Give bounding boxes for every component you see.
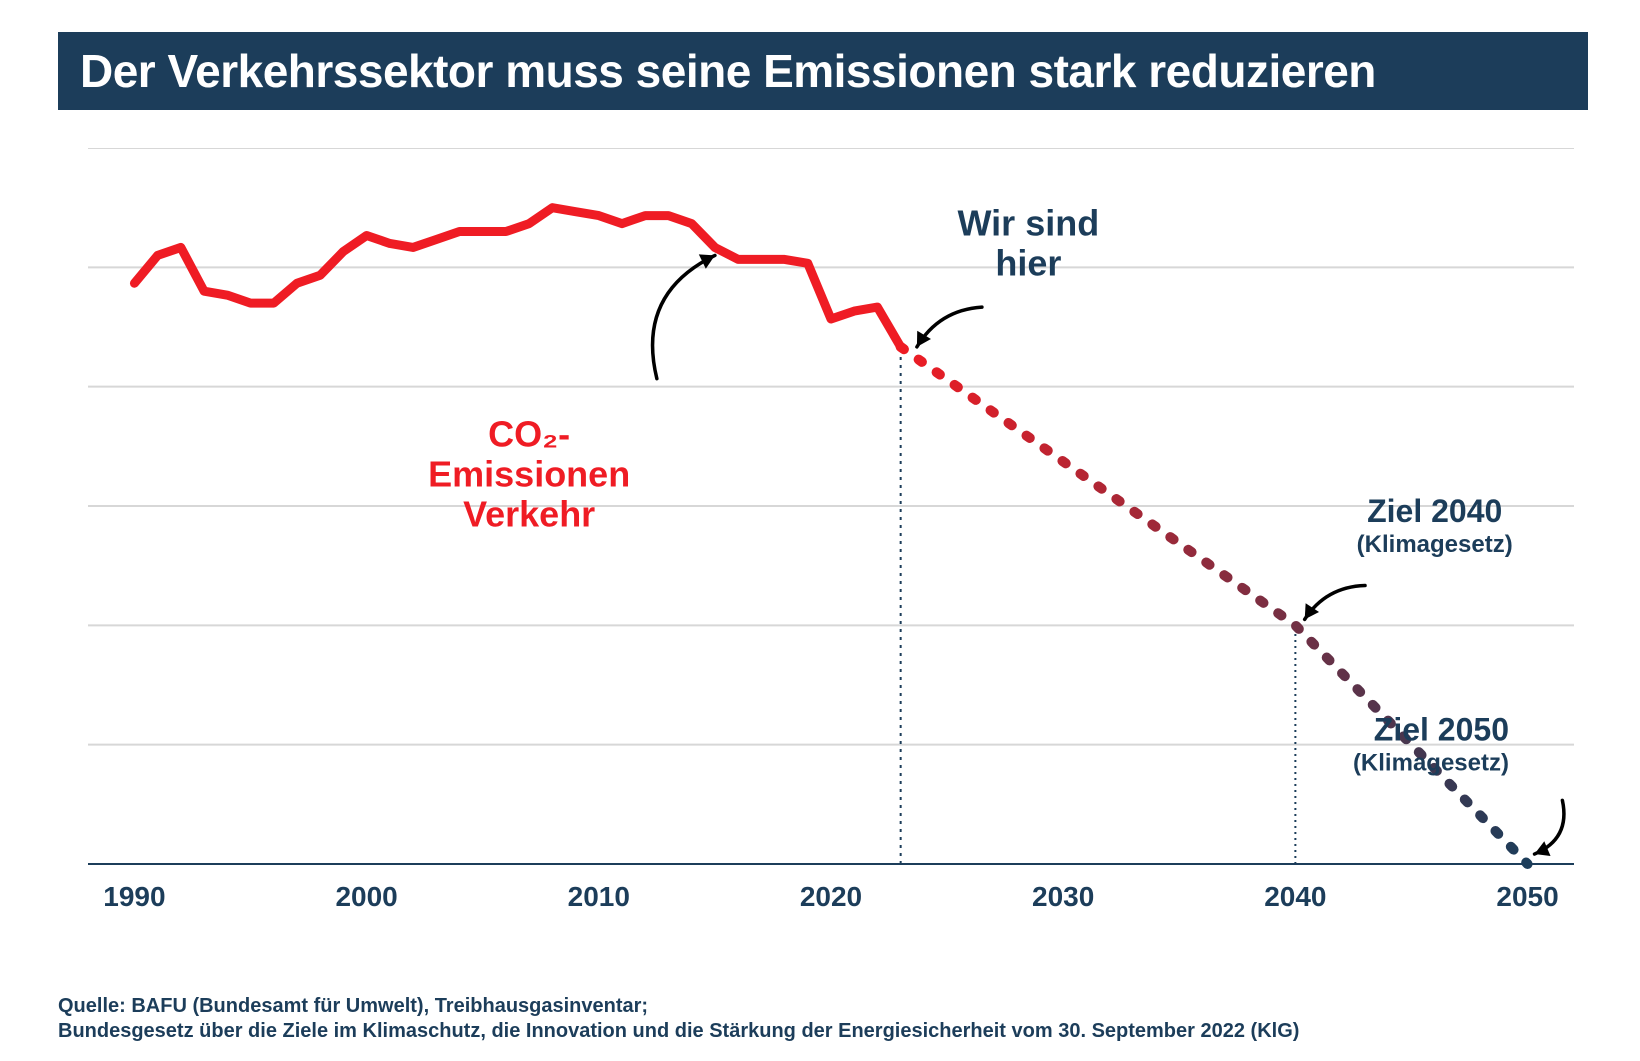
annotation-arrowhead bbox=[1535, 841, 1551, 856]
annotation-arrow bbox=[1535, 800, 1564, 854]
emissions-chart: 1990 2000 2010 2020 2030 2040 2050 CO₂-Emission… bbox=[88, 148, 1574, 918]
annotation-label: Ziel 2040 bbox=[1367, 493, 1502, 529]
x-tick-label: 2010 bbox=[568, 881, 630, 912]
annotation-label: Emissionen bbox=[428, 453, 630, 494]
page: Der Verkehrssektor muss seine Emissionen… bbox=[0, 0, 1640, 1061]
x-tick-label: 2000 bbox=[335, 881, 397, 912]
footer-source: Quelle: BAFU (Bundesamt für Umwelt), Tre… bbox=[58, 994, 1299, 1019]
annotation-label: Wir sind bbox=[958, 203, 1100, 244]
chart-container: 1990 2000 2010 2020 2030 2040 2050 CO₂-Emission… bbox=[88, 148, 1574, 918]
x-tick-label: 2050 bbox=[1496, 881, 1558, 912]
chart-footer: Quelle: BAFU (Bundesamt für Umwelt), Tre… bbox=[58, 994, 1299, 1044]
annotation-label: Ziel 2050 bbox=[1374, 712, 1509, 748]
annotation-label: Verkehr bbox=[463, 493, 595, 534]
x-tick-label: 1990 bbox=[103, 881, 165, 912]
projection-line bbox=[901, 347, 1528, 864]
x-tick-label: 2040 bbox=[1264, 881, 1326, 912]
annotation-sublabel: (Klimagesetz) bbox=[1357, 531, 1513, 558]
chart-title: Der Verkehrssektor muss seine Emissionen… bbox=[80, 44, 1376, 98]
annotation-arrow bbox=[653, 255, 715, 378]
annotation-sublabel: (Klimagesetz) bbox=[1353, 750, 1509, 777]
footer-law: Bundesgesetz über die Ziele im Klimaschu… bbox=[58, 1019, 1299, 1044]
x-tick-label: 2030 bbox=[1032, 881, 1094, 912]
title-bar: Der Verkehrssektor muss seine Emissionen… bbox=[58, 32, 1588, 110]
x-tick-label: 2020 bbox=[800, 881, 862, 912]
annotation-label: hier bbox=[995, 243, 1061, 284]
annotation-label: CO₂- bbox=[488, 413, 570, 454]
historical-line bbox=[134, 208, 900, 347]
